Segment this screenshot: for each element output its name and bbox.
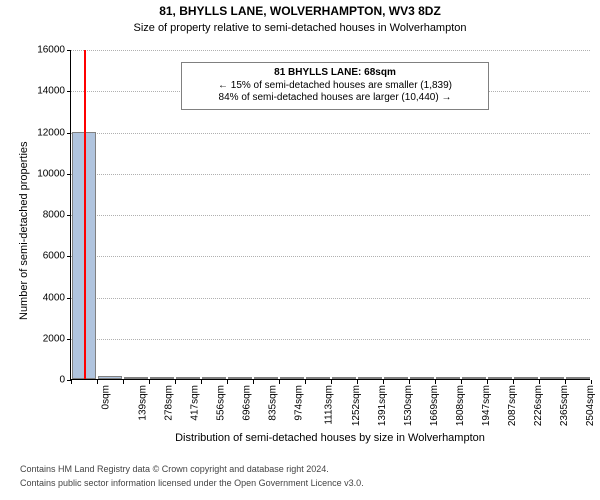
gridline xyxy=(71,298,590,299)
x-tick-mark xyxy=(357,380,358,384)
histogram-bar xyxy=(306,377,331,379)
x-tick-mark xyxy=(513,380,514,384)
y-axis-label: Number of semi-detached properties xyxy=(18,141,30,320)
x-tick-mark xyxy=(409,380,410,384)
x-tick-label: 2504sqm xyxy=(585,385,596,426)
histogram-bar xyxy=(124,377,149,379)
x-tick-label: 1113sqm xyxy=(323,385,334,425)
x-tick-label: 1947sqm xyxy=(481,385,492,426)
x-tick-label: 139sqm xyxy=(137,385,148,421)
histogram-bar xyxy=(462,377,487,379)
y-tick-mark xyxy=(67,91,71,92)
x-tick-mark xyxy=(149,380,150,384)
histogram-bar xyxy=(410,377,435,379)
histogram-bar xyxy=(202,377,227,379)
histogram-bar xyxy=(384,377,409,379)
x-tick-mark xyxy=(461,380,462,384)
gridline xyxy=(71,256,590,257)
gridline xyxy=(71,215,590,216)
x-tick-label: 1530sqm xyxy=(403,385,414,426)
info-box-line2: ← 15% of semi-detached houses are smalle… xyxy=(190,80,480,93)
gridline xyxy=(71,339,590,340)
histogram-bar xyxy=(280,377,305,379)
x-tick-mark xyxy=(71,380,72,384)
histogram-bar xyxy=(488,377,513,379)
y-tick-label: 14000 xyxy=(37,86,65,97)
histogram-bar xyxy=(228,377,253,379)
x-tick-label: 835sqm xyxy=(267,385,278,421)
y-tick-label: 4000 xyxy=(43,292,65,303)
x-tick-label: 1669sqm xyxy=(429,385,440,426)
x-tick-mark xyxy=(383,380,384,384)
x-tick-label: 974sqm xyxy=(293,385,304,421)
gridline xyxy=(71,174,590,175)
histogram-bar xyxy=(514,377,539,379)
x-tick-label: 696sqm xyxy=(241,385,252,421)
x-tick-label: 417sqm xyxy=(189,385,200,421)
x-tick-mark xyxy=(201,380,202,384)
y-tick-label: 8000 xyxy=(43,210,65,221)
x-tick-mark xyxy=(227,380,228,384)
x-axis-label: Distribution of semi-detached houses by … xyxy=(70,432,590,444)
x-tick-mark xyxy=(331,380,332,384)
x-tick-label: 1252sqm xyxy=(351,385,362,426)
histogram-bar xyxy=(436,377,461,379)
x-tick-mark xyxy=(175,380,176,384)
histogram-bar xyxy=(332,377,357,379)
info-box-line3: 84% of semi-detached houses are larger (… xyxy=(190,92,480,105)
highlight-line xyxy=(84,50,86,379)
x-tick-label: 1808sqm xyxy=(455,385,466,426)
x-tick-label: 2087sqm xyxy=(507,385,518,426)
y-tick-mark xyxy=(67,50,71,51)
gridline xyxy=(71,50,590,51)
x-tick-mark xyxy=(565,380,566,384)
y-tick-label: 10000 xyxy=(37,168,65,179)
histogram-bar xyxy=(358,377,383,379)
y-tick-label: 12000 xyxy=(37,127,65,138)
x-tick-label: 2226sqm xyxy=(533,385,544,426)
chart-title-line1: 81, BHYLLS LANE, WOLVERHAMPTON, WV3 8DZ xyxy=(0,4,600,18)
x-tick-mark xyxy=(591,380,592,384)
info-box: 81 BHYLLS LANE: 68sqm ← 15% of semi-deta… xyxy=(181,62,489,110)
y-tick-label: 6000 xyxy=(43,251,65,262)
x-tick-label: 278sqm xyxy=(163,385,174,421)
x-tick-label: 556sqm xyxy=(215,385,226,421)
x-tick-mark xyxy=(279,380,280,384)
histogram-bar xyxy=(540,377,565,379)
info-box-line1: 81 BHYLLS LANE: 68sqm xyxy=(190,67,480,80)
x-tick-mark xyxy=(253,380,254,384)
y-tick-mark xyxy=(67,215,71,216)
x-tick-label: 2365sqm xyxy=(559,385,570,426)
histogram-bar xyxy=(150,377,175,379)
x-tick-mark xyxy=(435,380,436,384)
x-tick-mark xyxy=(305,380,306,384)
y-tick-mark xyxy=(67,298,71,299)
x-tick-label: 1391sqm xyxy=(377,385,388,426)
chart-title-line2: Size of property relative to semi-detach… xyxy=(0,22,600,34)
y-tick-mark xyxy=(67,256,71,257)
plot-area-wrap: 02000400060008000100001200014000160000sq… xyxy=(70,50,590,380)
y-tick-mark xyxy=(67,339,71,340)
x-tick-mark xyxy=(539,380,540,384)
plot-area: 02000400060008000100001200014000160000sq… xyxy=(70,50,590,380)
y-tick-label: 0 xyxy=(59,375,65,386)
x-tick-mark xyxy=(123,380,124,384)
footer-line1: Contains HM Land Registry data © Crown c… xyxy=(20,464,329,474)
y-tick-label: 16000 xyxy=(37,45,65,56)
chart-container: 81, BHYLLS LANE, WOLVERHAMPTON, WV3 8DZ … xyxy=(0,0,600,500)
histogram-bar xyxy=(254,377,279,379)
histogram-bar xyxy=(98,376,123,380)
y-tick-mark xyxy=(67,133,71,134)
histogram-bar xyxy=(566,377,591,379)
footer-line2: Contains public sector information licen… xyxy=(20,478,364,488)
y-tick-label: 2000 xyxy=(43,333,65,344)
x-tick-label: 0sqm xyxy=(100,385,111,409)
y-tick-mark xyxy=(67,174,71,175)
histogram-bar xyxy=(176,377,201,379)
x-tick-mark xyxy=(97,380,98,384)
gridline xyxy=(71,133,590,134)
x-tick-mark xyxy=(487,380,488,384)
